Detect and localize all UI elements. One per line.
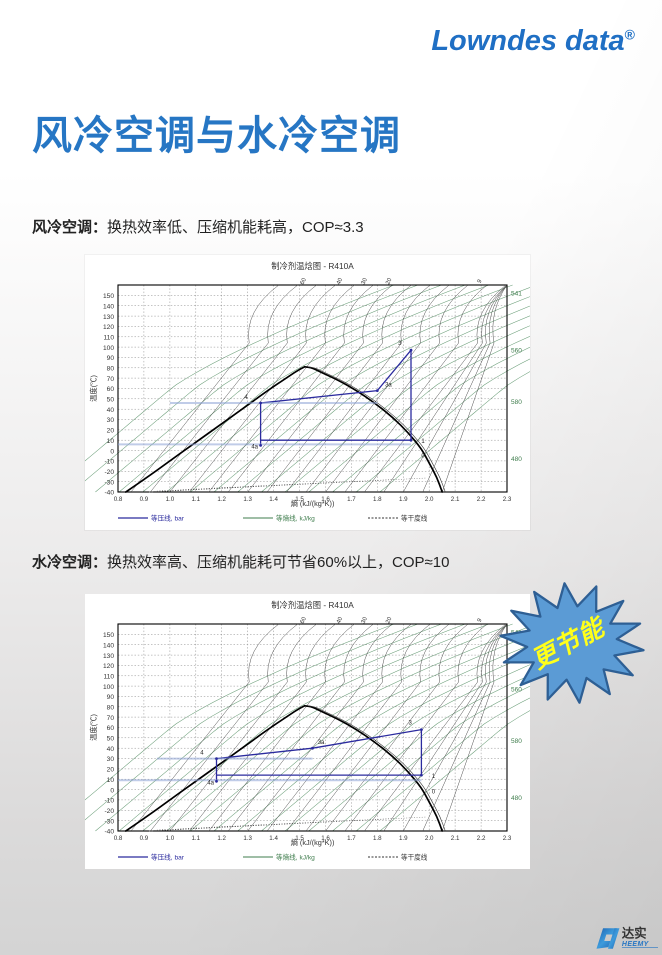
svg-text:0: 0 bbox=[110, 787, 114, 794]
svg-text:2.3: 2.3 bbox=[503, 496, 512, 503]
svg-text:1.7: 1.7 bbox=[347, 496, 356, 503]
svg-text:480: 480 bbox=[511, 795, 522, 802]
svg-text:110: 110 bbox=[103, 335, 114, 342]
svg-text:130: 130 bbox=[103, 314, 114, 321]
svg-text:-20: -20 bbox=[104, 469, 114, 476]
svg-text:等干度线: 等干度线 bbox=[401, 853, 428, 862]
svg-text:1.9: 1.9 bbox=[399, 835, 408, 842]
svg-text:2.0: 2.0 bbox=[425, 835, 434, 842]
svg-text:1.4: 1.4 bbox=[269, 835, 278, 842]
svg-text:-20: -20 bbox=[104, 808, 114, 815]
svg-text:480: 480 bbox=[511, 456, 522, 463]
svg-text:90: 90 bbox=[107, 694, 115, 701]
svg-text:580: 580 bbox=[511, 399, 522, 406]
svg-text:-10: -10 bbox=[104, 798, 114, 805]
svg-text:达实: 达实 bbox=[622, 925, 647, 940]
svg-text:1.1: 1.1 bbox=[191, 835, 200, 842]
svg-text:30: 30 bbox=[107, 417, 115, 424]
svg-text:60: 60 bbox=[107, 386, 115, 393]
svg-text:1.2: 1.2 bbox=[217, 835, 226, 842]
svg-text:等压线, bar: 等压线, bar bbox=[151, 853, 185, 862]
svg-text:80: 80 bbox=[107, 705, 115, 712]
svg-text:50: 50 bbox=[107, 397, 115, 404]
svg-text:2.0: 2.0 bbox=[425, 496, 434, 503]
svg-text:30: 30 bbox=[107, 756, 115, 763]
svg-text:0.9: 0.9 bbox=[140, 496, 149, 503]
svg-text:1.3: 1.3 bbox=[243, 835, 252, 842]
svg-text:110: 110 bbox=[103, 674, 114, 681]
svg-text:2.2: 2.2 bbox=[477, 835, 486, 842]
svg-text:120: 120 bbox=[103, 324, 114, 331]
svg-text:580: 580 bbox=[511, 738, 522, 745]
svg-text:150: 150 bbox=[103, 632, 114, 639]
svg-text:4a: 4a bbox=[207, 780, 214, 786]
svg-text:10: 10 bbox=[107, 777, 115, 784]
svg-text:120: 120 bbox=[103, 663, 114, 670]
svg-text:90: 90 bbox=[107, 355, 115, 362]
svg-text:140: 140 bbox=[103, 642, 114, 649]
svg-text:制冷剂温焓图 - R410A: 制冷剂温焓图 - R410A bbox=[271, 600, 354, 610]
svg-text:3a: 3a bbox=[385, 383, 392, 389]
svg-text:1.9: 1.9 bbox=[399, 496, 408, 503]
svg-text:40: 40 bbox=[107, 746, 115, 753]
svg-text:0.8: 0.8 bbox=[114, 835, 123, 842]
svg-text:1.7: 1.7 bbox=[347, 835, 356, 842]
svg-text:2.3: 2.3 bbox=[503, 835, 512, 842]
svg-text:1.0: 1.0 bbox=[166, 496, 175, 503]
svg-text:560: 560 bbox=[511, 347, 522, 354]
svg-text:-30: -30 bbox=[104, 818, 114, 825]
svg-text:2.2: 2.2 bbox=[477, 496, 486, 503]
svg-text:1.2: 1.2 bbox=[217, 496, 226, 503]
svg-text:60: 60 bbox=[107, 725, 115, 732]
svg-text:熵 (kJ/(kg*K)): 熵 (kJ/(kg*K)) bbox=[291, 838, 335, 847]
svg-text:HEEMY: HEEMY bbox=[622, 941, 650, 948]
svg-text:3a: 3a bbox=[318, 740, 325, 746]
svg-text:0: 0 bbox=[110, 448, 114, 455]
svg-text:等干度线: 等干度线 bbox=[401, 514, 428, 523]
svg-text:等压线, bar: 等压线, bar bbox=[151, 514, 185, 523]
svg-text:1.4: 1.4 bbox=[269, 496, 278, 503]
svg-text:140: 140 bbox=[103, 303, 114, 310]
svg-text:1.3: 1.3 bbox=[243, 496, 252, 503]
svg-text:150: 150 bbox=[103, 293, 114, 300]
svg-text:2.1: 2.1 bbox=[451, 835, 460, 842]
svg-text:2.1: 2.1 bbox=[451, 496, 460, 503]
svg-text:541: 541 bbox=[511, 290, 522, 297]
svg-text:1.8: 1.8 bbox=[373, 496, 382, 503]
svg-text:熵 (kJ/(kg*K)): 熵 (kJ/(kg*K)) bbox=[291, 499, 335, 508]
svg-text:-10: -10 bbox=[104, 459, 114, 466]
svg-text:0.8: 0.8 bbox=[114, 496, 123, 503]
svg-text:-30: -30 bbox=[104, 479, 114, 486]
svg-text:等熵线, kJ/kg: 等熵线, kJ/kg bbox=[276, 514, 315, 523]
svg-text:40: 40 bbox=[107, 407, 115, 414]
svg-text:20: 20 bbox=[107, 428, 115, 435]
svg-text:20: 20 bbox=[107, 767, 115, 774]
svg-text:100: 100 bbox=[103, 345, 114, 352]
svg-text:制冷剂温焓图 - R410A: 制冷剂温焓图 - R410A bbox=[271, 261, 354, 271]
svg-text:等熵线, kJ/kg: 等熵线, kJ/kg bbox=[276, 853, 315, 862]
svg-text:10: 10 bbox=[107, 438, 115, 445]
svg-text:1.8: 1.8 bbox=[373, 835, 382, 842]
svg-text:温度(℃): 温度(℃) bbox=[89, 375, 98, 402]
svg-text:70: 70 bbox=[107, 376, 115, 383]
svg-text:50: 50 bbox=[107, 736, 115, 743]
svg-text:1.0: 1.0 bbox=[166, 835, 175, 842]
svg-text:130: 130 bbox=[103, 653, 114, 660]
svg-text:1.1: 1.1 bbox=[191, 496, 200, 503]
svg-text:80: 80 bbox=[107, 366, 115, 373]
svg-text:0.9: 0.9 bbox=[140, 835, 149, 842]
svg-text:温度(℃): 温度(℃) bbox=[89, 714, 98, 741]
svg-text:4a: 4a bbox=[251, 444, 258, 450]
svg-text:100: 100 bbox=[103, 684, 114, 691]
svg-text:70: 70 bbox=[107, 715, 115, 722]
